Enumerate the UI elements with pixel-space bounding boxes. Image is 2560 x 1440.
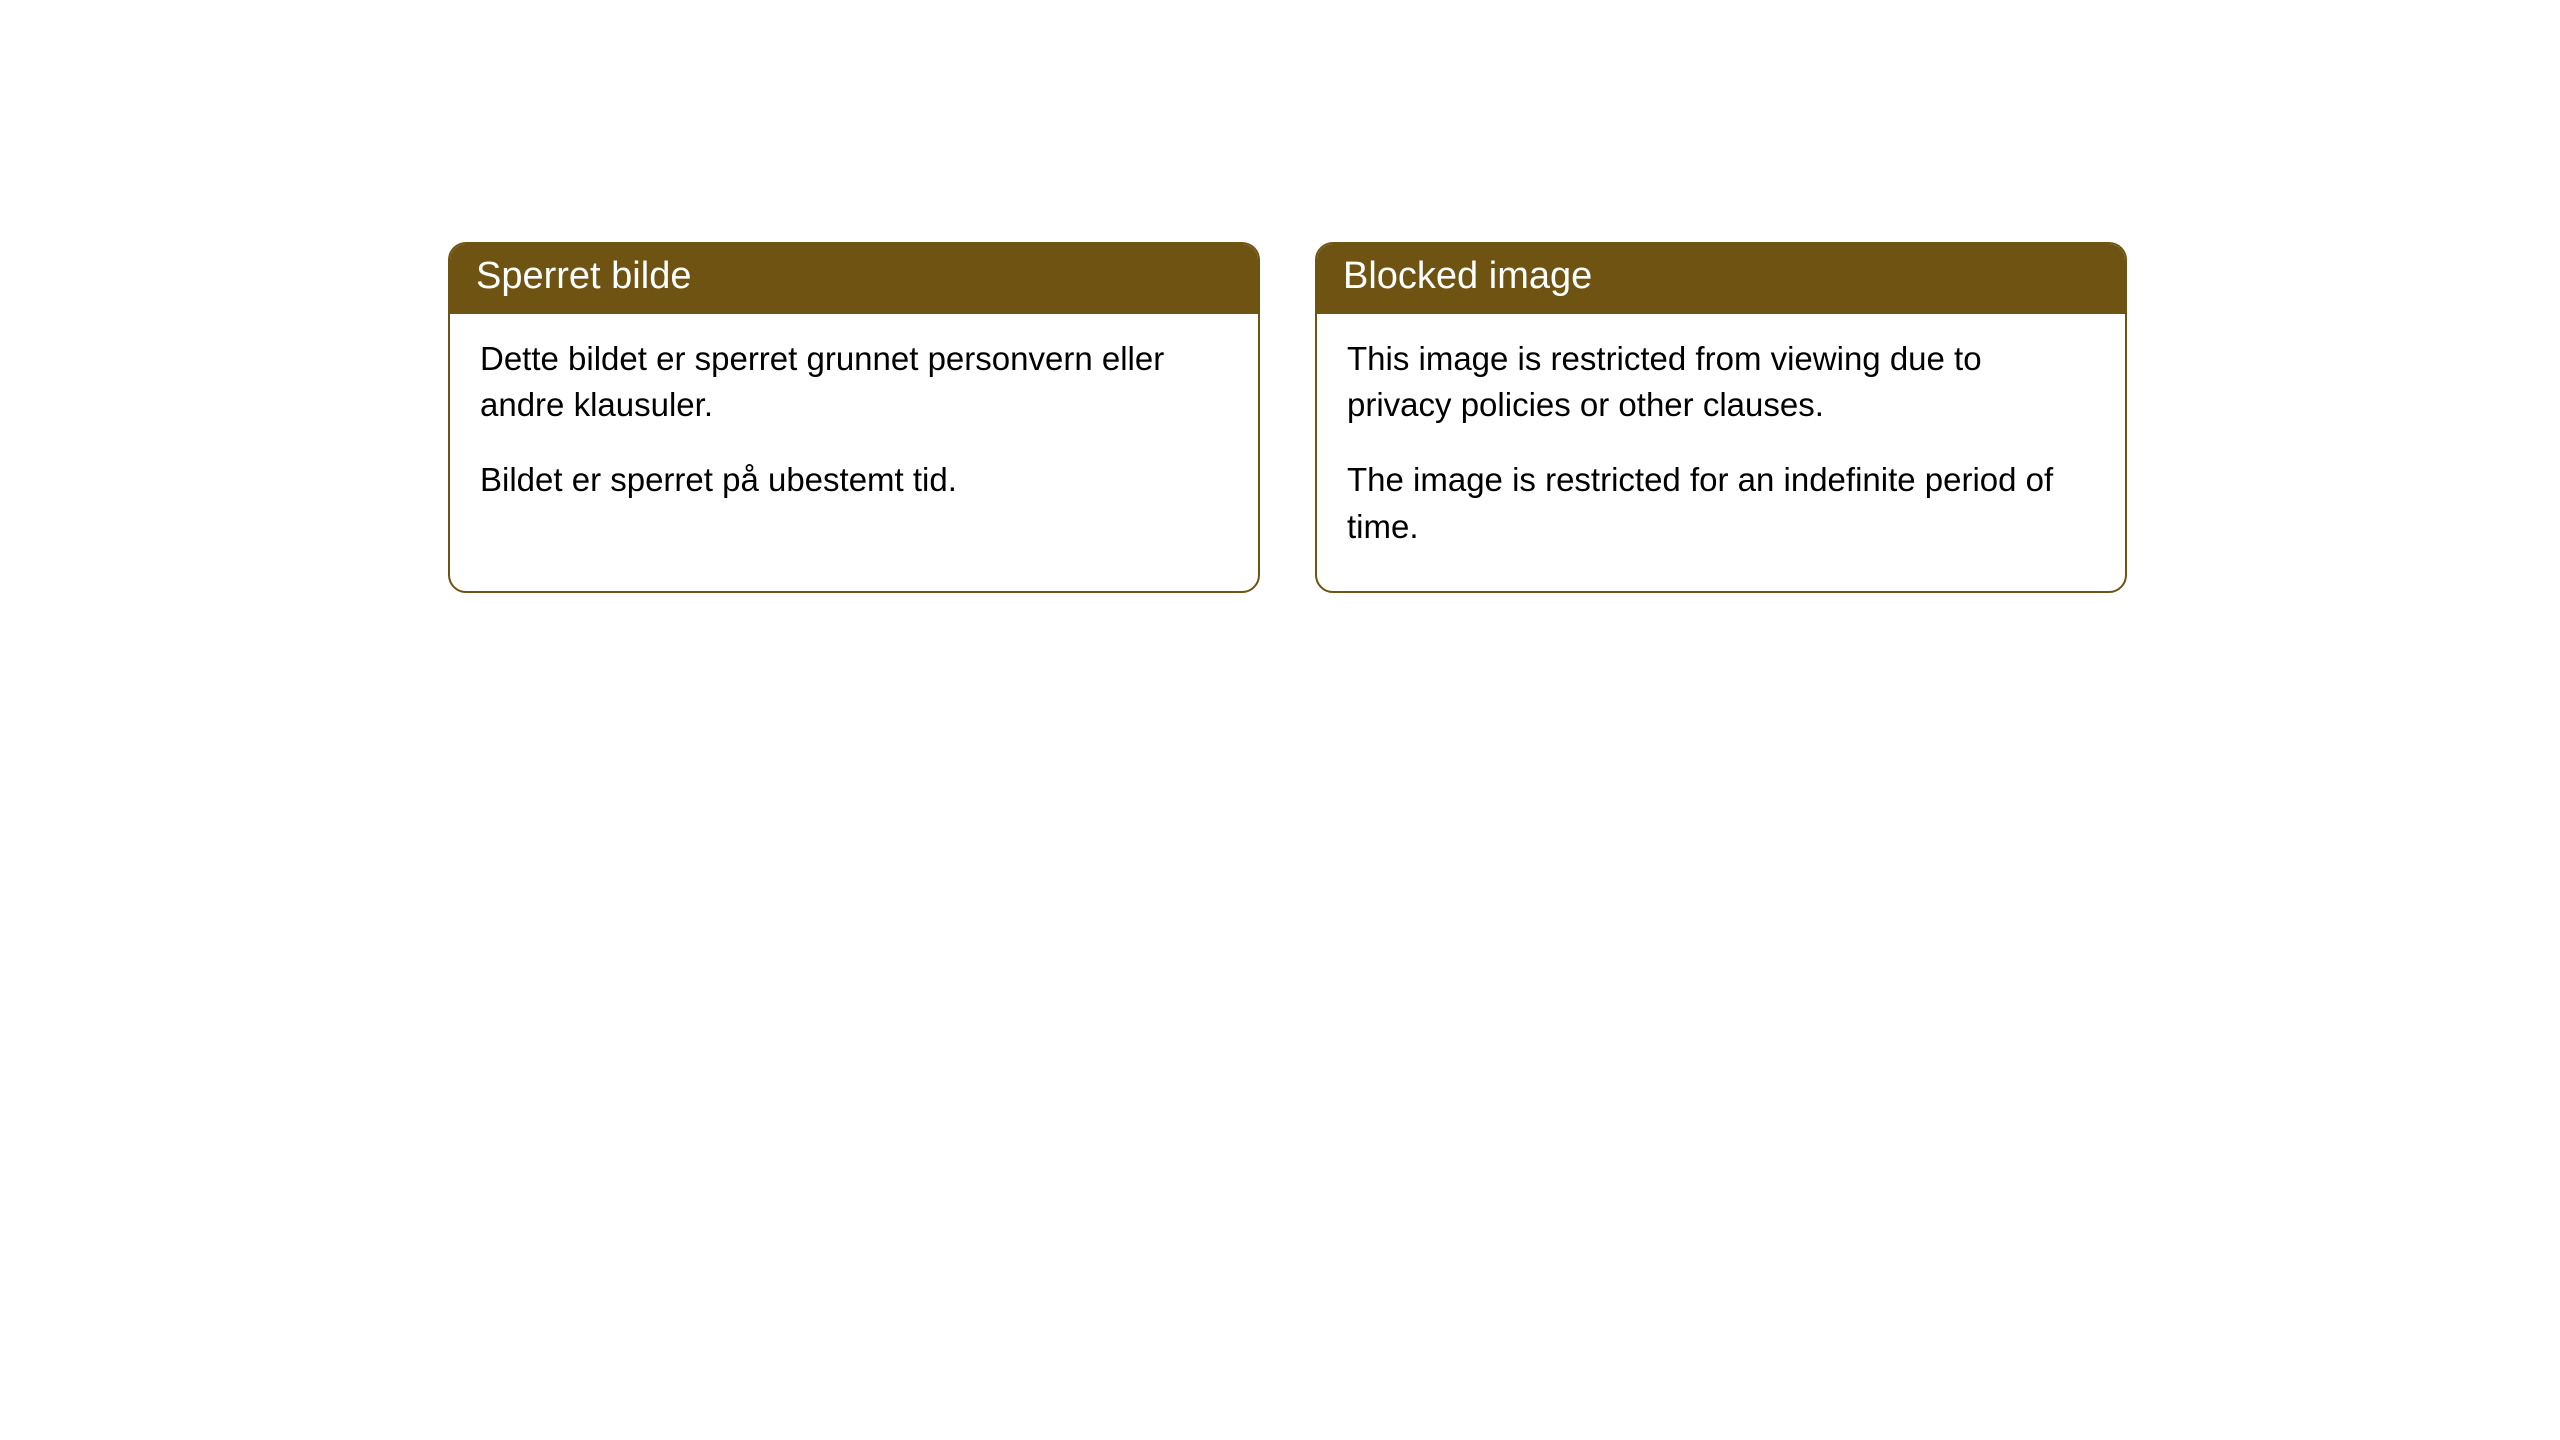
card-text-en-2: The image is restricted for an indefinit… xyxy=(1347,457,2095,551)
card-body-en: This image is restricted from viewing du… xyxy=(1317,314,2125,591)
blocked-image-card-en: Blocked image This image is restricted f… xyxy=(1315,242,2127,593)
cards-container: Sperret bilde Dette bildet er sperret gr… xyxy=(0,0,2560,593)
card-body-no: Dette bildet er sperret grunnet personve… xyxy=(450,314,1258,545)
card-header-en: Blocked image xyxy=(1317,244,2125,314)
card-text-no-2: Bildet er sperret på ubestemt tid. xyxy=(480,457,1228,504)
card-header-no: Sperret bilde xyxy=(450,244,1258,314)
blocked-image-card-no: Sperret bilde Dette bildet er sperret gr… xyxy=(448,242,1260,593)
card-text-en-1: This image is restricted from viewing du… xyxy=(1347,336,2095,430)
card-text-no-1: Dette bildet er sperret grunnet personve… xyxy=(480,336,1228,430)
